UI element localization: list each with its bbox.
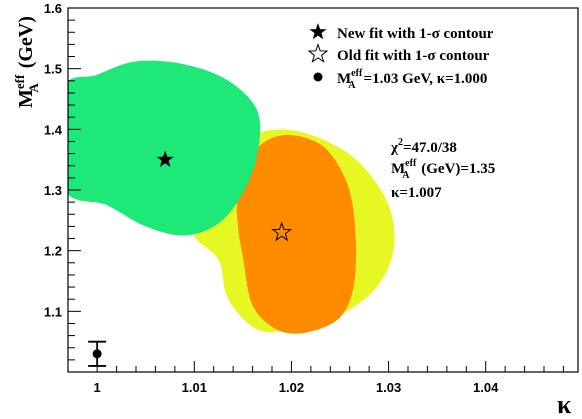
- legend-label-new-fit: New fit with 1-σ contour: [337, 26, 494, 42]
- annotation-kappa: κ=1.007: [391, 185, 442, 201]
- x-tick-label: 1.02: [279, 380, 304, 395]
- legend-label-old-fit: Old fit with 1-σ contour: [337, 48, 490, 64]
- new-fit-point: [156, 150, 174, 167]
- legend-marker-symbol-0: [309, 23, 327, 40]
- y-tick-label: 1.3: [44, 183, 62, 198]
- y-tick-label: 1.1: [44, 304, 62, 319]
- fit-annotation: χ2=47.0/38 Meff A (GeV)=1.35 κ=1.007: [390, 137, 495, 201]
- legend-marker-symbol-1: [307, 42, 329, 63]
- legend-marker-reference: [313, 72, 323, 82]
- y-tick-label: 1.4: [44, 122, 63, 137]
- x-tick-label: 1.03: [376, 380, 401, 395]
- x-tick-label: 1: [94, 380, 101, 395]
- legend-marker-symbol-2: [313, 72, 323, 82]
- contour-layer: [68, 60, 395, 334]
- legend-marker-new-fit: [309, 23, 327, 40]
- new-fit-contour: [68, 60, 261, 236]
- legend: New fit with 1-σ contour Old fit with 1-…: [307, 23, 494, 91]
- legend-label-reference: Meff A =1.03 GeV, κ=1.000: [337, 68, 487, 91]
- y-axis-label: MeffA (GeV): [12, 16, 41, 108]
- x-tick-label: 1.01: [182, 380, 207, 395]
- y-tick-label: 1.6: [44, 1, 62, 16]
- y-tick-label: 1.5: [44, 62, 62, 77]
- x-axis-label: κ: [557, 390, 572, 419]
- annotation-ma: Meff A (GeV)=1.35: [391, 158, 495, 181]
- old-fit-point: [271, 221, 293, 242]
- annotation-chi2: χ2=47.0/38: [390, 137, 457, 156]
- y-tick-label: 1.2: [44, 244, 62, 259]
- x-tick-label: 1.04: [473, 380, 499, 395]
- legend-marker-old-fit: [307, 42, 329, 63]
- old-fit-contour-inner: [236, 135, 357, 334]
- reference-point: [92, 349, 102, 359]
- ticks-layer: 1 1.01 1.02 1.03 1.04 1.1 1.2 1.3 1.4 1.5 1.6: [44, 1, 564, 395]
